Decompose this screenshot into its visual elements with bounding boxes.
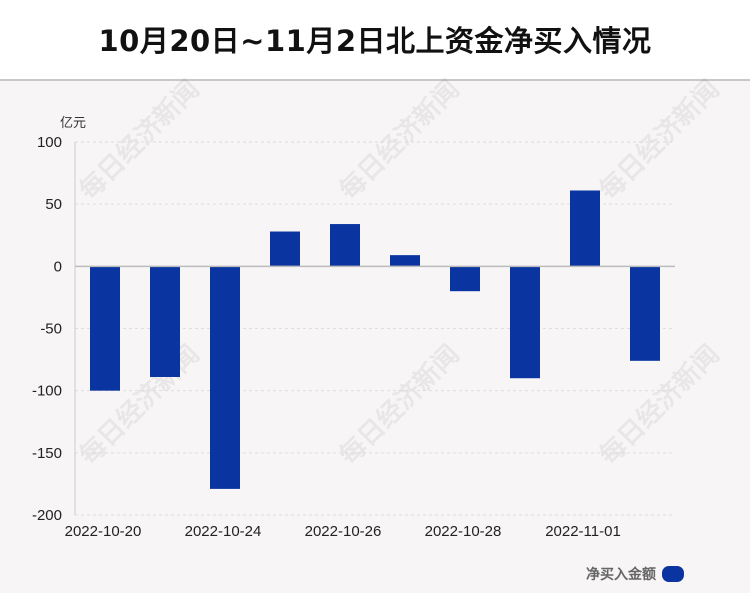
bar <box>270 231 300 267</box>
x-tick-label: 2022-10-24 <box>185 523 262 540</box>
bar <box>330 224 360 267</box>
x-tick-label: 2022-10-28 <box>425 523 502 540</box>
bar <box>390 255 420 267</box>
chart-title: 10月20日~11月2日北上资金净买入情况 <box>98 24 652 58</box>
x-tick-label: 2022-10-26 <box>305 523 382 540</box>
legend: 净买入金额 <box>586 564 684 584</box>
bar <box>150 266 180 377</box>
x-tick-label: 2022-10-20 <box>65 523 142 540</box>
bar <box>630 266 660 361</box>
x-tick-label: 2022-11-01 <box>545 523 621 540</box>
bar <box>510 266 540 379</box>
bar <box>210 266 240 489</box>
title-band <box>0 0 750 81</box>
y-tick-label: -50 <box>40 321 62 338</box>
y-tick-label: 50 <box>45 196 62 213</box>
bar <box>450 266 480 292</box>
legend-label: 净买入金额 <box>586 567 656 583</box>
y-tick-label: -200 <box>32 507 62 524</box>
y-axis-unit: 亿元 <box>60 116 87 131</box>
y-tick-label: 0 <box>54 258 62 275</box>
y-tick-label: -150 <box>32 445 62 462</box>
bar <box>570 190 600 267</box>
bar <box>90 266 120 391</box>
legend-swatch <box>662 566 684 582</box>
y-tick-label: -100 <box>32 383 62 400</box>
y-tick-label: 100 <box>37 134 62 151</box>
